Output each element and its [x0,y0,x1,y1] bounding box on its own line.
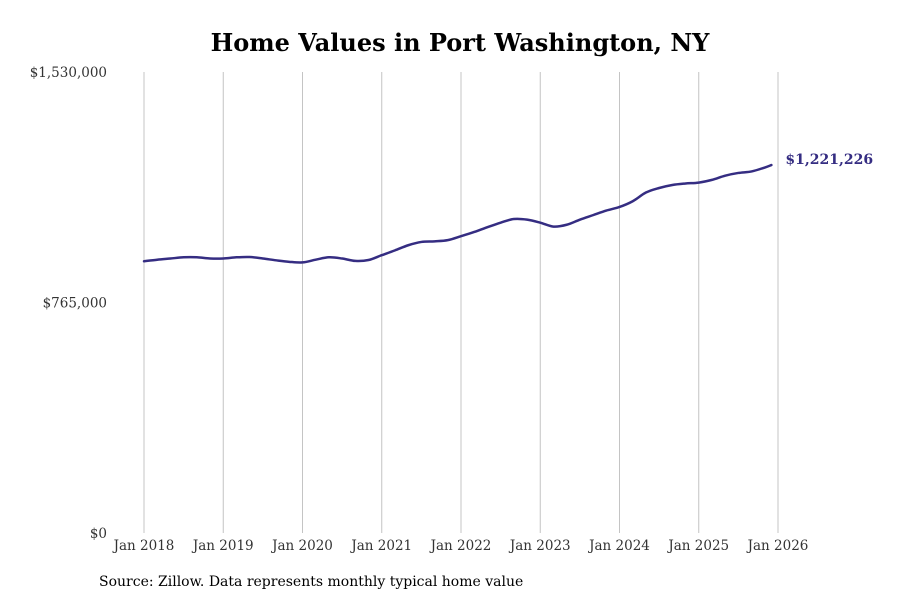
series-group [142,163,773,264]
x-tick-label: Jan 2020 [270,538,333,554]
series-line [142,163,773,264]
x-tick-label: Jan 2025 [666,538,729,554]
x-tick-label: Jan 2023 [508,538,571,554]
y-tick-label: $0 [90,526,107,542]
y-axis-ticks: $0 $765,000 $1,530,000 [30,65,107,542]
x-tick-label: Jan 2018 [112,538,175,554]
gridlines [143,72,779,533]
x-tick-label: Jan 2021 [349,538,412,554]
x-tick-label: Jan 2026 [746,538,809,554]
end-value-label: $1,221,226 [785,152,873,168]
x-tick-label: Jan 2022 [429,538,492,554]
y-tick-label: $1,530,000 [30,65,107,81]
y-tick-label: $765,000 [43,296,107,312]
x-tick-label: Jan 2024 [587,538,650,554]
x-axis-ticks: Jan 2018 Jan 2019 Jan 2020 Jan 2021 Jan 2022… [112,538,809,554]
chart-title: Home Values in Port Washington, NY [210,28,710,57]
x-tick-label: Jan 2019 [191,538,254,554]
source-note: Source: Zillow. Data represents monthly … [99,574,524,590]
labels-group: $1,221,226 [785,152,873,168]
